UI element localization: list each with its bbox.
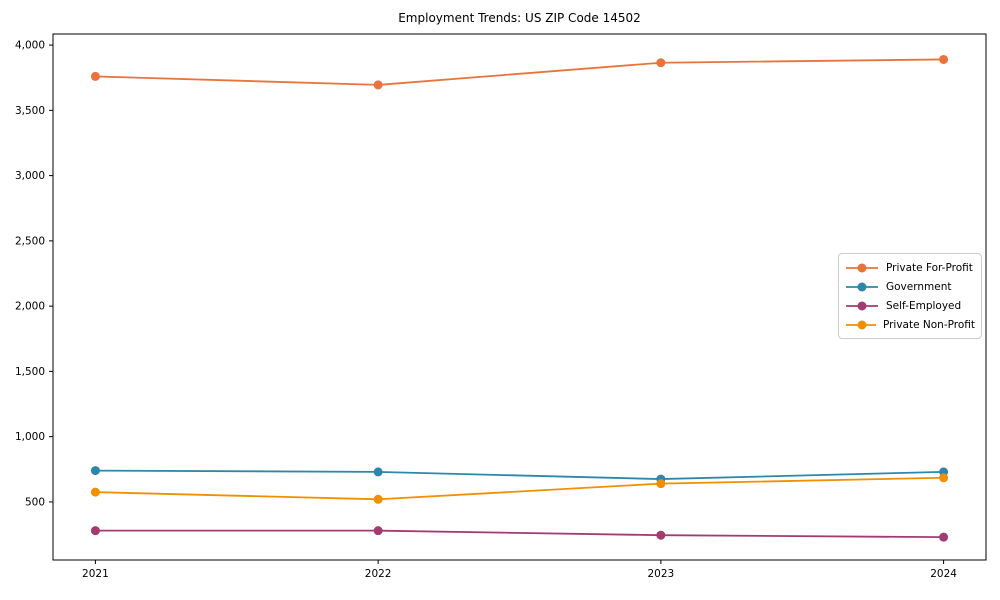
data-point xyxy=(373,467,383,477)
y-tick-label: 500 xyxy=(25,496,45,508)
line-marker-icon xyxy=(846,282,878,291)
data-point xyxy=(656,58,666,68)
x-tick-label: 2021 xyxy=(82,568,109,580)
data-point xyxy=(939,473,949,483)
data-point xyxy=(90,487,100,497)
series-line xyxy=(95,476,944,501)
data-point xyxy=(373,526,383,536)
y-tick-label: 3,500 xyxy=(15,105,45,117)
data-point xyxy=(939,532,949,542)
legend-item: Self-Employed xyxy=(845,297,975,315)
legend-label: Private Non-Profit xyxy=(882,318,975,331)
data-point xyxy=(90,526,100,536)
line-marker-icon xyxy=(846,301,878,310)
series-line xyxy=(95,529,944,539)
legend: Private For-Profit Government Self-Emplo… xyxy=(838,253,982,339)
data-point xyxy=(90,71,100,81)
y-tick-label: 1,000 xyxy=(15,431,45,443)
data-point xyxy=(939,54,949,64)
legend-label: Self-Employed xyxy=(886,299,962,312)
plot-frame xyxy=(52,33,987,561)
series-line xyxy=(95,58,944,86)
legend-label: Private For-Profit xyxy=(886,261,973,274)
y-tick-label: 4,000 xyxy=(15,40,45,52)
y-tick-label: 1,500 xyxy=(15,366,45,378)
x-tick-label: 2022 xyxy=(365,568,392,580)
legend-label: Government xyxy=(886,280,952,293)
legend-item: Government xyxy=(845,278,975,296)
data-point xyxy=(373,494,383,504)
chart-title: Employment Trends: US ZIP Code 14502 xyxy=(398,11,641,25)
line-marker-icon xyxy=(846,320,876,329)
y-tick-label: 2,500 xyxy=(15,235,45,247)
data-point xyxy=(373,80,383,90)
legend-item: Private For-Profit xyxy=(845,259,975,277)
data-point xyxy=(656,479,666,489)
data-point xyxy=(90,466,100,476)
y-tick-label: 2,000 xyxy=(15,301,45,313)
line-marker-icon xyxy=(846,263,878,272)
data-point xyxy=(656,530,666,540)
x-tick-label: 2023 xyxy=(647,568,674,580)
legend-item: Private Non-Profit xyxy=(845,316,975,334)
series-line xyxy=(95,469,944,480)
y-tick-label: 3,000 xyxy=(15,170,45,182)
x-tick-label: 2024 xyxy=(930,568,957,580)
